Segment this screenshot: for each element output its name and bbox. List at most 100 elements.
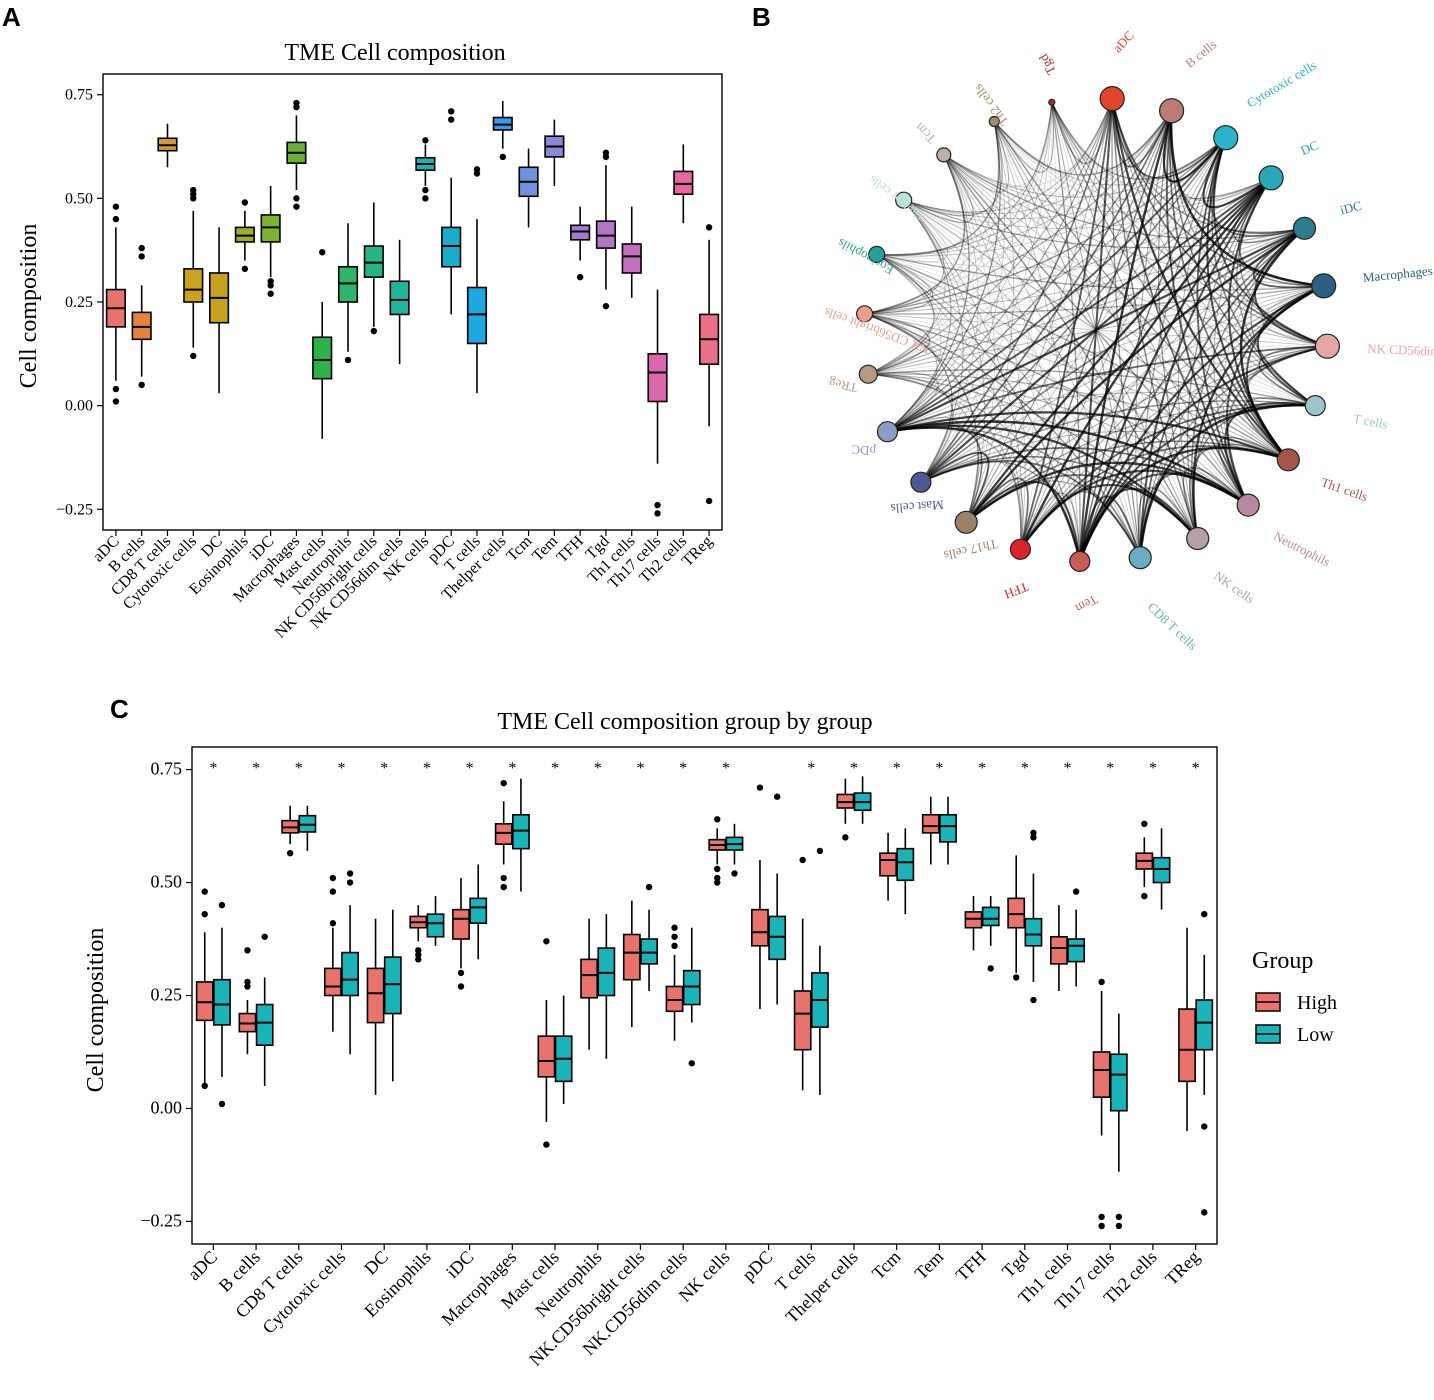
chart-a-box-b-cells-outlier — [138, 381, 145, 389]
chart-a-box-eosinophils-box — [234, 226, 255, 243]
chart-c-box-tcm-low-box — [896, 847, 915, 882]
network-edge — [903, 121, 1003, 217]
chart-c-box-nk-cd56dim-cells-high-outlier — [671, 924, 678, 931]
network-edge — [868, 373, 1022, 550]
chart-a-ylabel: Cell composition — [16, 224, 42, 389]
chart-c-box-adc-low-box — [213, 978, 231, 1026]
network-edge — [993, 121, 1199, 539]
chart-a-title: TME Cell composition — [284, 40, 505, 66]
chart-c-significance: * — [1021, 760, 1029, 777]
network-edge — [1137, 487, 1199, 558]
chart-a-xtick-label: Tem — [529, 532, 561, 564]
chart-c-box-treg-low-outlier — [1201, 910, 1208, 918]
chart-a-box-idc-outlier — [267, 282, 274, 289]
network-edge — [1051, 102, 1172, 169]
chart-c-box-pdc-high-box — [751, 908, 769, 947]
chart-a-box-idc-outlier — [267, 290, 274, 297]
chart-c-box-cytotoxic-cells-high — [323, 874, 342, 1032]
chart-c-ytick-label: −0.25 — [140, 1210, 182, 1230]
chart-a-box-adc-outlier — [112, 398, 120, 405]
network-edge — [994, 121, 1324, 287]
network-edge — [887, 154, 970, 433]
network-label-t-cells: T cells — [1352, 411, 1389, 432]
network-edge — [1169, 110, 1289, 461]
chart-a-box-th17-cells-box — [647, 353, 668, 403]
network-edge — [868, 137, 1227, 375]
network-edge — [1019, 177, 1272, 550]
network-node-b-cells — [1158, 98, 1185, 124]
network-edge — [1186, 177, 1272, 539]
chart-c-box-eosinophils-high-outlier — [415, 951, 422, 959]
chart-a-ytick-label: 0.75 — [65, 87, 93, 104]
chart-a-box-th2-cells-box — [673, 170, 694, 196]
network-edge — [920, 400, 1316, 483]
network-edge — [876, 254, 942, 432]
network-edges — [864, 98, 1328, 562]
chart-c-significance: * — [508, 760, 516, 777]
network-edge — [864, 313, 979, 523]
chart-a-box-b-cells-outlier — [138, 244, 145, 252]
chart-c-box-tfh-low-box — [981, 906, 1000, 927]
chart-c-box-th17-cells-high-box — [1092, 1051, 1111, 1098]
chart-c-box-tfh-high — [964, 896, 983, 951]
chart-c-box-idc-low — [469, 864, 488, 960]
chart-c-box-tgd-low — [1024, 829, 1043, 1004]
network-edge — [903, 199, 1141, 558]
network-edge — [943, 154, 995, 523]
chart-a-box-nk-cd56bright-cells-outlier — [370, 327, 378, 335]
chart-a-xtick-label: Tcm — [503, 532, 535, 564]
network-edge — [868, 373, 1289, 461]
chart-c-ytick-label: 0.50 — [151, 872, 183, 892]
chart-c-box-dc-high-box — [366, 967, 385, 1024]
chart-c-box-pdc-high — [751, 784, 769, 1010]
network-edge — [1177, 137, 1227, 539]
network-edge — [868, 253, 935, 375]
network-edge — [994, 121, 1316, 406]
network-edge — [920, 458, 1024, 550]
chart-a-box-tgd — [595, 149, 617, 310]
chart-a-box-tfh-box — [570, 224, 591, 241]
network-edge — [864, 285, 1324, 315]
network-edge — [1243, 397, 1316, 461]
chart-a-box-nk-cells-outlier — [422, 137, 429, 144]
chart-a-box-mast-cells — [312, 249, 333, 439]
network-label-treg: TReg — [827, 375, 859, 396]
network-edge — [868, 373, 1081, 562]
network-edge — [1051, 102, 1305, 233]
network-edge — [887, 423, 983, 523]
network-edge — [1247, 345, 1328, 461]
chart-c-box-cd8-t-cells-high-outlier — [286, 849, 294, 857]
network-edge — [1078, 487, 1199, 562]
chart-a-box-neutrophils-box — [337, 265, 359, 303]
chart-a-box-adc-outlier — [112, 215, 120, 223]
network-edge — [903, 199, 1199, 539]
network-label-th1-cells: Th1 cells — [1319, 475, 1369, 505]
network-edge — [943, 154, 1328, 347]
chart-c-ytick-label: 0.00 — [151, 1097, 183, 1117]
network-edge — [943, 110, 1172, 190]
network-edge — [920, 102, 1053, 483]
chart-c-significance: * — [679, 760, 687, 777]
chart-c-box-pdc-low — [768, 793, 787, 1005]
network-edge — [1051, 98, 1113, 165]
network-edge — [1051, 102, 1272, 200]
network-edge — [1224, 401, 1316, 506]
chart-c-xtick-label: Tem — [911, 1247, 948, 1284]
chart-c-box-nk-cd56bright-cells-low — [640, 883, 658, 991]
chart-c-box-th17-cells-high — [1092, 978, 1111, 1230]
network-edge — [903, 98, 1113, 213]
chart-c-box-treg-high — [1178, 927, 1196, 1132]
network-edge — [1078, 495, 1142, 562]
network-edge — [868, 371, 939, 433]
chart-c-box-neutrophils-low — [597, 914, 616, 1059]
network-edge — [864, 313, 1316, 406]
network-edge — [1111, 98, 1249, 506]
chart-c-box-cytotoxic-cells-low-box — [341, 951, 360, 997]
chart-c-box-nk-cd56dim-cells-low-outlier — [688, 1060, 695, 1067]
chart-c-significance: * — [337, 760, 345, 777]
chart-c-box-th17-cells-high-outlier — [1098, 1222, 1105, 1230]
network-edge — [868, 98, 1113, 375]
chart-a-xtick-label: TReg — [679, 533, 716, 570]
chart-c-box-th1-cells-low-outlier — [1072, 888, 1080, 895]
chart-c-box-neutrophils-low-box — [597, 947, 616, 997]
